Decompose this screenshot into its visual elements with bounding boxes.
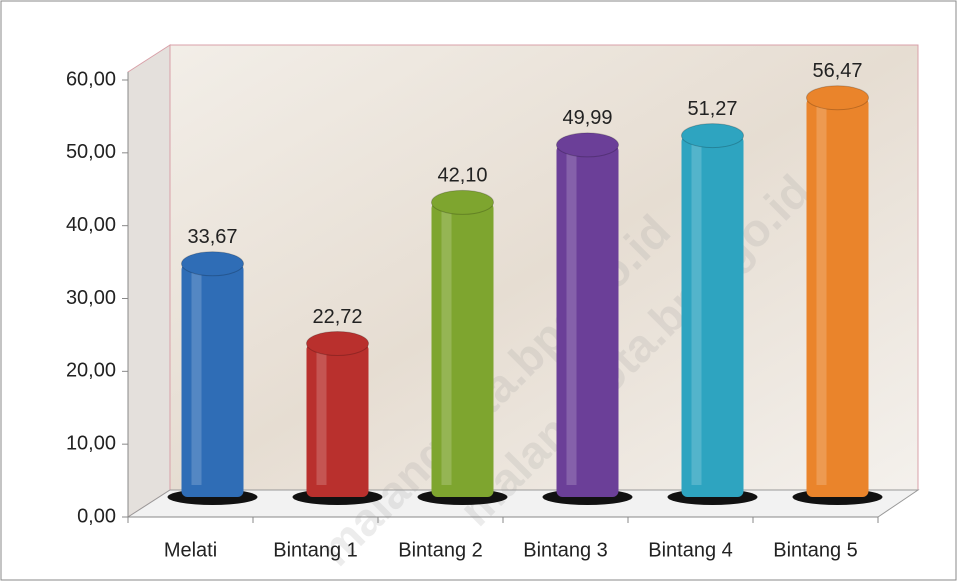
bar-cap [431, 189, 494, 215]
bar-cap [806, 85, 869, 111]
x-tick-label: Bintang 1 [273, 539, 358, 561]
bar-cap [556, 132, 619, 158]
y-tick-label: 20,00 [66, 360, 116, 382]
y-tick-label: 60,00 [66, 68, 116, 90]
bar-highlight [566, 144, 577, 485]
side-wall [127, 44, 171, 518]
bar [431, 202, 494, 497]
value-label: 22,72 [312, 306, 362, 328]
y-tick-label: 0,00 [77, 505, 116, 527]
value-label: 56,47 [812, 60, 862, 82]
y-tick-label: 40,00 [66, 214, 116, 236]
bar [556, 144, 619, 497]
bar-highlight [441, 202, 452, 485]
x-tick-label: Bintang 4 [648, 539, 733, 561]
bar-highlight [691, 135, 702, 485]
bar-cap [181, 251, 244, 277]
x-tick-label: Melati [164, 539, 217, 561]
value-label: 49,99 [562, 107, 612, 129]
value-label: 33,67 [187, 226, 237, 248]
bar-highlight [816, 97, 827, 485]
x-tick-label: Bintang 5 [773, 539, 858, 561]
y-tick-label: 50,00 [66, 141, 116, 163]
x-tick-label: Bintang 3 [523, 539, 608, 561]
value-label: 42,10 [437, 165, 487, 187]
y-tick-label: 10,00 [66, 432, 116, 454]
bar [181, 263, 244, 497]
x-tick-label: Bintang 2 [398, 539, 483, 561]
bar-highlight [191, 263, 202, 485]
bar [806, 97, 869, 497]
bar [681, 135, 744, 497]
bar [306, 343, 369, 497]
y-tick-label: 30,00 [66, 287, 116, 309]
bar-cap [681, 123, 744, 149]
bar-cap [306, 331, 369, 357]
bar-highlight [316, 343, 327, 485]
value-label: 51,27 [687, 98, 737, 120]
